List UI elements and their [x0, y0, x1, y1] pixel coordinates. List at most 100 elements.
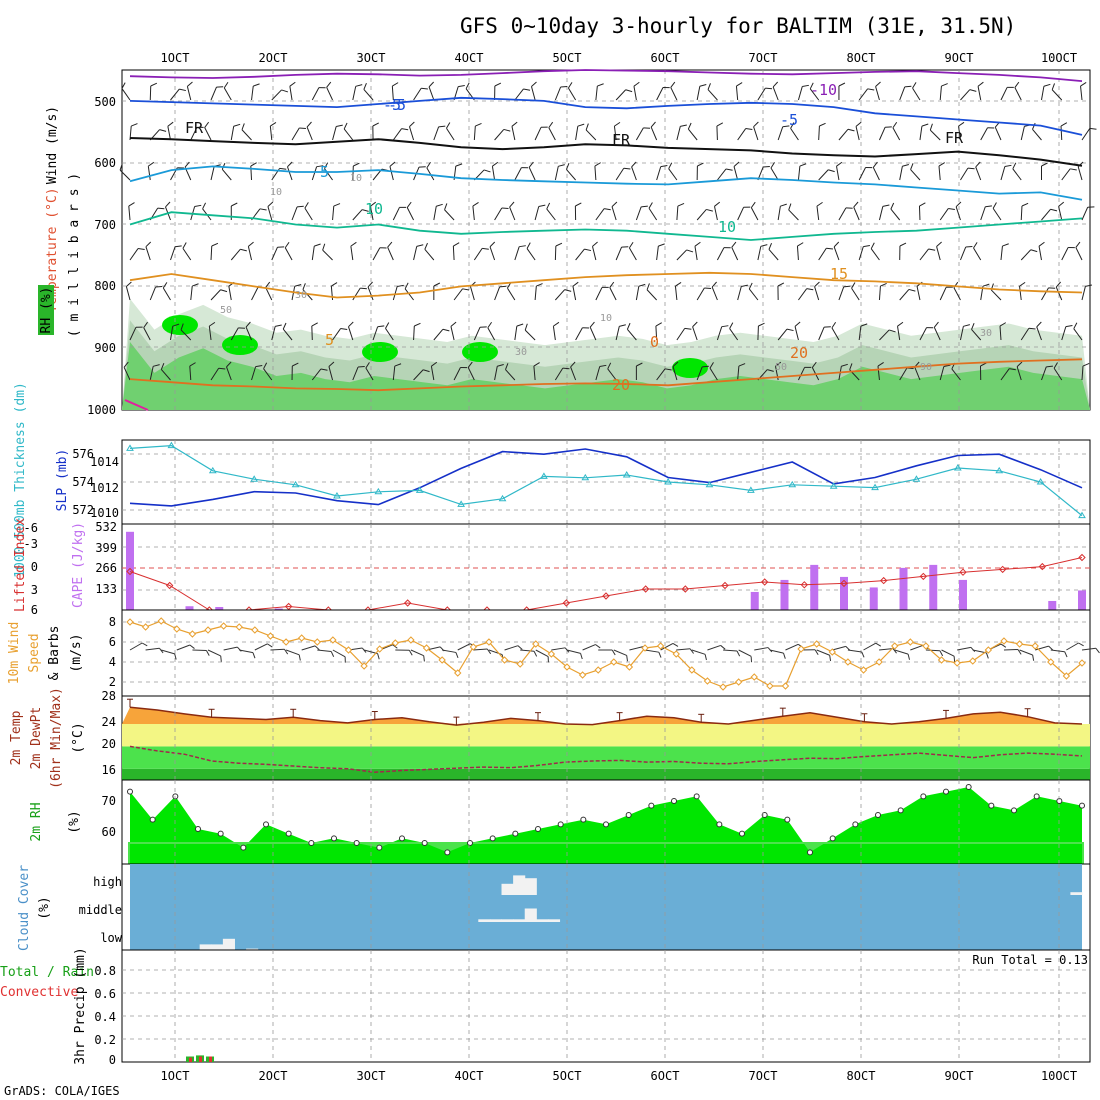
barb-flag	[725, 168, 733, 171]
barb-flag	[814, 649, 819, 655]
rh-moist-cell	[362, 342, 398, 362]
cape-bar	[1048, 600, 1057, 610]
cape-bar	[869, 587, 878, 610]
isotherm-10	[129, 211, 1083, 241]
barb-flag	[126, 281, 132, 287]
thickness-marker	[664, 478, 672, 485]
barb-shaft	[980, 206, 986, 221]
barb-flag	[973, 242, 978, 249]
barb-shaft	[385, 328, 394, 341]
wind-barb	[282, 322, 293, 341]
wind-barb	[594, 162, 601, 181]
wind-barb	[189, 362, 196, 381]
wind-barb	[271, 89, 289, 101]
wind-panel: 8 6 4 2 10m Wind Speed & Barbs (m/s)	[7, 609, 1100, 697]
barb-flag	[333, 203, 341, 207]
barb-flag	[517, 645, 523, 650]
barb-flag	[611, 649, 616, 656]
wind-barb	[574, 202, 582, 221]
barb-shaft	[878, 127, 886, 141]
barb-shaft	[170, 246, 176, 261]
barb-flag	[767, 369, 774, 372]
barb-flag	[282, 322, 287, 330]
barb-flag	[790, 122, 795, 129]
barb-flag	[497, 363, 504, 367]
barb-shaft	[595, 366, 601, 381]
barb-shaft	[147, 166, 151, 181]
barb-flag	[223, 82, 229, 89]
barb-flag	[772, 81, 779, 88]
wind-barb	[980, 127, 995, 141]
wind10-barb	[442, 649, 459, 659]
wind-barb	[392, 206, 407, 221]
wind-barb	[1080, 82, 1087, 101]
cloud-cell-low	[246, 948, 259, 950]
barb-shaft	[210, 166, 215, 181]
wind-barb	[554, 164, 565, 181]
barb-shaft	[128, 206, 131, 221]
barb-shaft	[757, 87, 766, 101]
barb-shaft	[960, 167, 969, 181]
wind-barb	[696, 287, 712, 301]
barb-shaft	[696, 86, 701, 101]
barb-shaft	[731, 247, 739, 261]
wind-barb	[676, 249, 694, 261]
wind-barb	[853, 201, 860, 221]
barb-flag	[687, 122, 692, 130]
barb-flag	[379, 247, 387, 249]
barb-flag	[516, 323, 524, 327]
barb-shaft	[910, 644, 924, 651]
wind-speed-marker	[1000, 637, 1008, 645]
wind-barb	[1014, 81, 1022, 101]
wind-barb	[595, 208, 611, 221]
wind-barb	[919, 123, 929, 141]
wind-barb	[548, 121, 556, 141]
barb-flag	[980, 362, 987, 367]
wind-barb	[772, 81, 779, 101]
li-marker	[800, 581, 809, 589]
wind-barb	[635, 283, 646, 301]
rh-moist-cell	[162, 315, 198, 335]
cloud-cell-middle	[478, 919, 491, 922]
barb-flag	[1002, 243, 1009, 247]
barb-flag	[748, 282, 753, 290]
rh-moist-cell	[462, 342, 498, 362]
barb-shaft	[716, 247, 725, 261]
barb-flag	[399, 206, 407, 208]
barb-flag	[870, 242, 875, 249]
barb-shaft	[615, 326, 620, 341]
barb-shaft	[291, 127, 300, 141]
wind-barb	[831, 322, 840, 341]
wind-barb	[552, 321, 560, 341]
wind10-barb	[207, 649, 222, 662]
barb-shaft	[548, 127, 556, 141]
barb-shaft	[554, 367, 564, 381]
barb-shaft	[609, 287, 617, 301]
barb-shaft	[352, 209, 363, 221]
barb-flag	[560, 85, 568, 88]
barb-shaft	[170, 88, 180, 101]
li-axis-label: Lifted Index	[13, 518, 28, 612]
wind-speed-marker	[734, 678, 743, 686]
barb-flag	[174, 653, 177, 660]
barb-flag	[267, 201, 274, 207]
li-marker	[959, 568, 967, 576]
wind-speed-marker	[235, 623, 243, 631]
barb-flag	[184, 161, 190, 168]
barb-flag	[750, 656, 753, 663]
barb-flag	[626, 322, 631, 330]
wind-barb	[413, 244, 424, 261]
barb-shaft	[1041, 287, 1049, 301]
barb-shaft	[994, 127, 1002, 141]
barb-shaft	[890, 208, 901, 221]
barb-shaft	[494, 286, 501, 301]
barb-shaft	[301, 645, 316, 651]
barb-flag	[284, 241, 290, 249]
wind-barb	[143, 321, 151, 341]
barb-flag	[985, 205, 992, 208]
li-marker	[562, 599, 571, 607]
cloud-cell-low	[199, 944, 212, 950]
barb-flag	[252, 652, 256, 659]
barb-shaft	[939, 287, 947, 301]
barb-flag	[575, 202, 582, 207]
